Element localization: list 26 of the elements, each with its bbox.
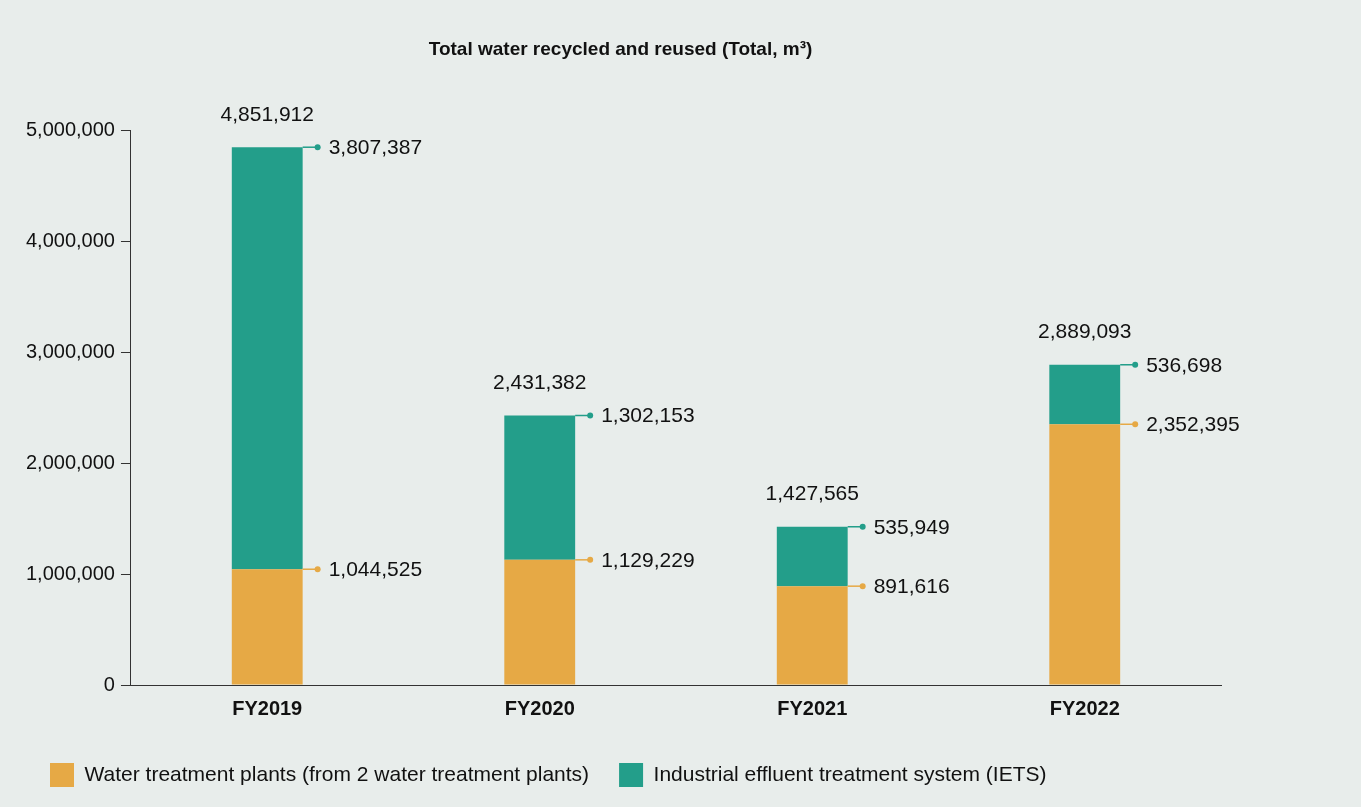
x-tick-label: FY2019 xyxy=(232,696,303,719)
chart-title: Total water recycled and reused (Total, m³) xyxy=(428,37,813,59)
legend-label: Water treatment plants (from 2 water treatment plants) xyxy=(84,761,590,785)
y-tick-label: 2,000,000 xyxy=(25,450,115,473)
y-tick-label: 0 xyxy=(103,672,115,695)
data-label: 1,129,229 xyxy=(601,547,695,571)
data-label: 3,807,387 xyxy=(328,135,423,159)
data-label: 1,044,525 xyxy=(328,557,423,581)
data-label: 535,949 xyxy=(873,514,950,538)
y-tick-label: 5,000,000 xyxy=(25,118,115,141)
total-label: 2,431,382 xyxy=(493,369,587,393)
y-tick-label: 1,000,000 xyxy=(25,561,115,584)
y-tick-label: 3,000,000 xyxy=(25,340,115,362)
legend-label: Industrial effluent treatment system (IETS) xyxy=(653,761,1047,785)
x-tick-label: FY2020 xyxy=(504,696,575,719)
x-tick-label: FY2022 xyxy=(1049,696,1120,719)
bar xyxy=(504,415,576,560)
total-label: 1,427,565 xyxy=(765,481,859,505)
data-label: 2,352,395 xyxy=(1146,412,1240,436)
total-label: 2,889,093 xyxy=(1038,319,1132,343)
y-tick-label: 4,000,000 xyxy=(25,229,115,252)
x-tick-label: FY2021 xyxy=(777,696,848,719)
data-label: 891,616 xyxy=(873,573,950,597)
data-label: 536,698 xyxy=(1146,352,1223,376)
total-label: 4,851,912 xyxy=(220,101,314,125)
data-label: 1,302,153 xyxy=(601,403,695,427)
